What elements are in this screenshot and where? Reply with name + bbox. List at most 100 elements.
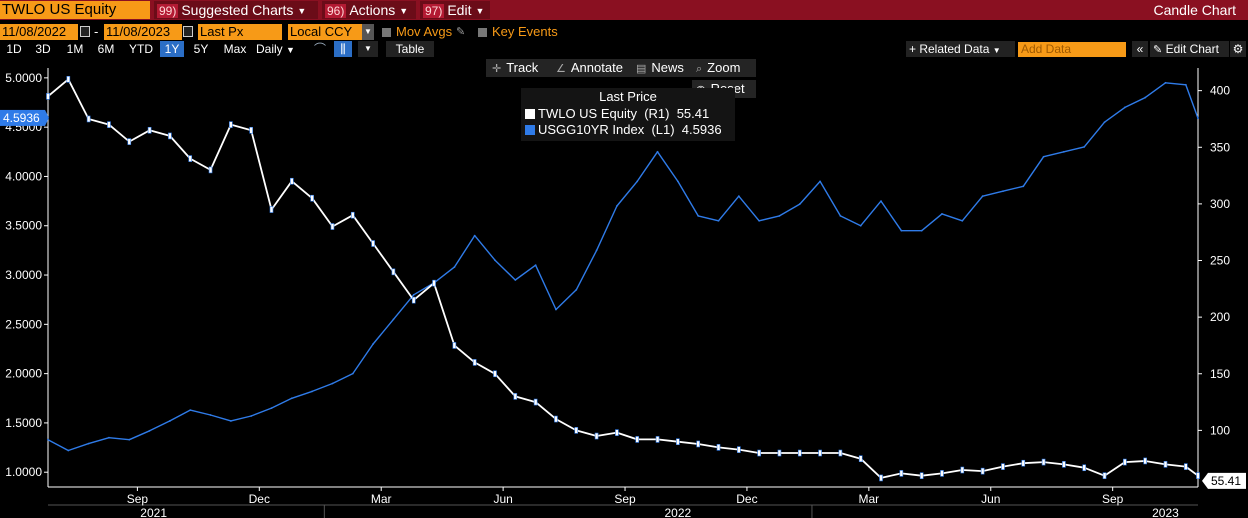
usgg10yr-point bbox=[148, 429, 151, 432]
twlo-candle bbox=[655, 436, 660, 443]
collapse-icon[interactable]: « bbox=[1132, 41, 1148, 57]
chart-axes bbox=[47, 68, 1199, 506]
period-6m[interactable]: 6M bbox=[97, 42, 115, 56]
usgg10yr-point bbox=[920, 229, 923, 232]
settings-gear-icon[interactable]: ⚙ bbox=[1230, 41, 1246, 57]
twlo-candle bbox=[1062, 461, 1066, 468]
twlo-candle bbox=[513, 393, 518, 400]
start-date-field[interactable]: 11/08/2022 bbox=[0, 24, 78, 40]
pencil-icon[interactable]: ✎ bbox=[456, 26, 466, 38]
usgg10yr-point bbox=[290, 397, 293, 400]
right-axis-ticks: 400 350 300 250 200 150 100 bbox=[1198, 84, 1230, 437]
mov-avgs-checkbox[interactable] bbox=[382, 28, 391, 37]
chart-area[interactable]: 5.00004.50004.00003.50003.00002.50002.00… bbox=[0, 60, 1248, 518]
left-tick-label: 1.5000 bbox=[5, 416, 42, 430]
twlo-candle bbox=[797, 449, 802, 457]
frequency-select[interactable]: Daily ▼ bbox=[256, 41, 298, 57]
right-tick-label: 300 bbox=[1210, 197, 1230, 211]
usgg10yr-point bbox=[595, 249, 598, 252]
left-tick-label: 2.0000 bbox=[5, 367, 42, 381]
line-chart-icon[interactable]: ⌒ bbox=[313, 42, 326, 56]
add-data-input[interactable]: Add Data bbox=[1018, 42, 1126, 57]
price-field-select[interactable]: Last Px bbox=[198, 24, 282, 40]
chart-legend[interactable]: Last Price TWLO US Equity (R1) 55.41 USG… bbox=[521, 88, 735, 141]
left-badge-pointer bbox=[45, 109, 49, 126]
usgg10yr-point bbox=[169, 420, 171, 422]
twlo-candle bbox=[737, 446, 741, 453]
period-1d[interactable]: 1D bbox=[6, 42, 22, 56]
twlo-candle bbox=[1196, 472, 1200, 479]
legend-entry-twlo[interactable]: TWLO US Equity (R1) 55.41 bbox=[525, 106, 709, 121]
legend-swatch bbox=[525, 109, 535, 119]
key-events-label: Key Events bbox=[492, 24, 558, 39]
caret-down-icon: ▼ bbox=[297, 6, 307, 16]
end-date-field[interactable]: 11/08/2023 bbox=[104, 24, 182, 40]
pencil-icon: ✎ bbox=[1153, 44, 1163, 56]
twlo-candle bbox=[330, 223, 335, 230]
twlo-candle bbox=[919, 472, 924, 479]
currency-select[interactable]: Local CCY bbox=[288, 24, 362, 40]
usgg10yr-point bbox=[819, 180, 821, 183]
twlo-candle bbox=[574, 427, 579, 434]
twlo-candle bbox=[838, 449, 843, 457]
annotate-icon: ∠ bbox=[556, 63, 566, 75]
edit-menu[interactable]: 97) Edit ▼ bbox=[423, 1, 484, 19]
x-tick-label: Mar bbox=[859, 492, 880, 506]
right-last-value-label: 55.41 bbox=[1211, 474, 1241, 488]
usgg10yr-point bbox=[47, 438, 49, 441]
period-1m[interactable]: 1M bbox=[66, 42, 84, 56]
usgg10yr-point bbox=[189, 409, 192, 412]
period-3d[interactable]: 3D bbox=[35, 42, 51, 56]
twlo-candle bbox=[858, 455, 863, 462]
calendar-icon[interactable] bbox=[183, 26, 193, 37]
ticker-field[interactable]: TWLO US Equity bbox=[0, 1, 150, 19]
period-1y[interactable]: 1Y bbox=[160, 41, 184, 57]
usgg10yr-point bbox=[1184, 83, 1187, 86]
table-button[interactable]: Table bbox=[386, 41, 434, 57]
actions-menu[interactable]: 96) Actions ▼ bbox=[325, 1, 408, 19]
date-separator: - bbox=[94, 24, 99, 39]
usgg10yr-point bbox=[676, 180, 679, 183]
key-events-checkbox[interactable] bbox=[478, 28, 487, 37]
annotate-tool[interactable]: ∠ Annotate bbox=[552, 59, 632, 77]
currency-dropdown-icon[interactable]: ▼ bbox=[362, 24, 374, 40]
calendar-icon[interactable] bbox=[80, 26, 90, 37]
usgg10yr-point bbox=[717, 219, 720, 222]
candle-chart-icon[interactable]: ⫼ bbox=[334, 41, 352, 57]
period-max[interactable]: Max bbox=[223, 42, 247, 56]
right-tick-label: 150 bbox=[1210, 367, 1230, 381]
twlo-candle bbox=[147, 126, 152, 134]
left-tick-label: 4.0000 bbox=[5, 169, 42, 183]
twlo-candle bbox=[899, 470, 904, 477]
left-tick-label: 3.5000 bbox=[5, 219, 42, 233]
twlo-candle bbox=[411, 296, 416, 304]
legend-entry-usgg[interactable]: USGG10YR Index (L1) 4.5936 bbox=[525, 122, 722, 137]
mov-avgs-label: Mov Avgs bbox=[396, 24, 453, 39]
usgg10yr-point bbox=[656, 150, 659, 153]
usgg10yr-point bbox=[636, 180, 639, 183]
caret-down-icon: ▼ bbox=[475, 6, 485, 16]
twlo-candle bbox=[615, 429, 619, 436]
usgg10yr-point bbox=[1083, 145, 1086, 148]
period-5y[interactable]: 5Y bbox=[193, 42, 209, 56]
menu-label: Edit bbox=[447, 2, 472, 18]
usgg10yr-point bbox=[473, 234, 476, 237]
x-tick-label: Sep bbox=[1102, 492, 1124, 506]
usgg10yr-point bbox=[575, 288, 578, 291]
twlo-candle bbox=[818, 449, 822, 457]
usgg10yr-series-line bbox=[47, 82, 1199, 452]
suggested-charts-menu[interactable]: 99) Suggested Charts ▼ bbox=[157, 1, 306, 19]
zoom-tool[interactable]: ⌕ Zoom bbox=[692, 59, 756, 77]
right-tick-label: 200 bbox=[1210, 310, 1230, 324]
twlo-candle bbox=[66, 76, 71, 83]
news-tool[interactable]: ▤ News bbox=[630, 59, 696, 77]
track-tool[interactable]: ✛ Track bbox=[486, 59, 556, 77]
period-ytd[interactable]: YTD bbox=[129, 42, 153, 56]
related-data-button[interactable]: + Related Data ▼ bbox=[906, 41, 1015, 57]
usgg10yr-point bbox=[1103, 121, 1106, 124]
chart-type-dropdown-icon[interactable]: ▼ bbox=[358, 41, 378, 57]
twlo-candle bbox=[777, 449, 782, 457]
legend-swatch bbox=[525, 125, 535, 135]
edit-chart-button[interactable]: ✎ Edit Chart bbox=[1150, 41, 1229, 57]
